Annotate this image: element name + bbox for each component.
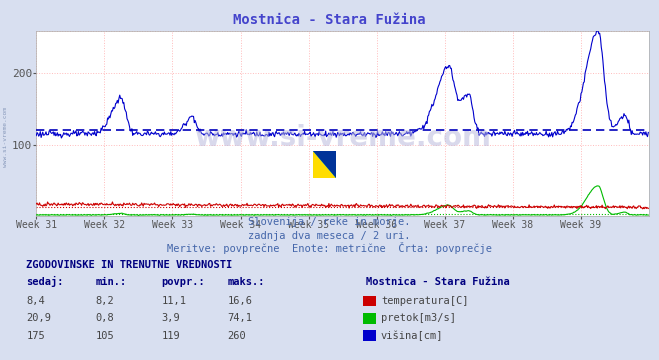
Text: www.si-vreme.com: www.si-vreme.com xyxy=(3,107,8,167)
Text: Mostnica - Stara Fužina: Mostnica - Stara Fužina xyxy=(366,278,509,288)
Text: 260: 260 xyxy=(227,331,246,341)
Text: 8,2: 8,2 xyxy=(96,296,114,306)
Text: 20,9: 20,9 xyxy=(26,314,51,324)
Text: pretok[m3/s]: pretok[m3/s] xyxy=(381,314,456,324)
Text: povpr.:: povpr.: xyxy=(161,278,205,288)
Text: 74,1: 74,1 xyxy=(227,314,252,324)
Text: 11,1: 11,1 xyxy=(161,296,186,306)
Text: ZGODOVINSKE IN TRENUTNE VREDNOSTI: ZGODOVINSKE IN TRENUTNE VREDNOSTI xyxy=(26,260,233,270)
Text: Mostnica - Stara Fužina: Mostnica - Stara Fužina xyxy=(233,13,426,27)
Text: zadnja dva meseca / 2 uri.: zadnja dva meseca / 2 uri. xyxy=(248,231,411,241)
Text: temperatura[C]: temperatura[C] xyxy=(381,296,469,306)
Polygon shape xyxy=(313,151,336,178)
Text: 0,8: 0,8 xyxy=(96,314,114,324)
Text: 175: 175 xyxy=(26,331,45,341)
Text: 8,4: 8,4 xyxy=(26,296,45,306)
Text: min.:: min.: xyxy=(96,278,127,288)
Text: maks.:: maks.: xyxy=(227,278,265,288)
Text: www.si-vreme.com: www.si-vreme.com xyxy=(194,124,491,152)
Text: 3,9: 3,9 xyxy=(161,314,180,324)
Polygon shape xyxy=(313,151,336,178)
Text: Slovenija / reke in morje.: Slovenija / reke in morje. xyxy=(248,217,411,227)
Text: 105: 105 xyxy=(96,331,114,341)
Text: Meritve: povprečne  Enote: metrične  Črta: povprečje: Meritve: povprečne Enote: metrične Črta:… xyxy=(167,242,492,255)
Text: sedaj:: sedaj: xyxy=(26,276,64,288)
Text: 16,6: 16,6 xyxy=(227,296,252,306)
Text: višina[cm]: višina[cm] xyxy=(381,330,444,341)
Text: 119: 119 xyxy=(161,331,180,341)
